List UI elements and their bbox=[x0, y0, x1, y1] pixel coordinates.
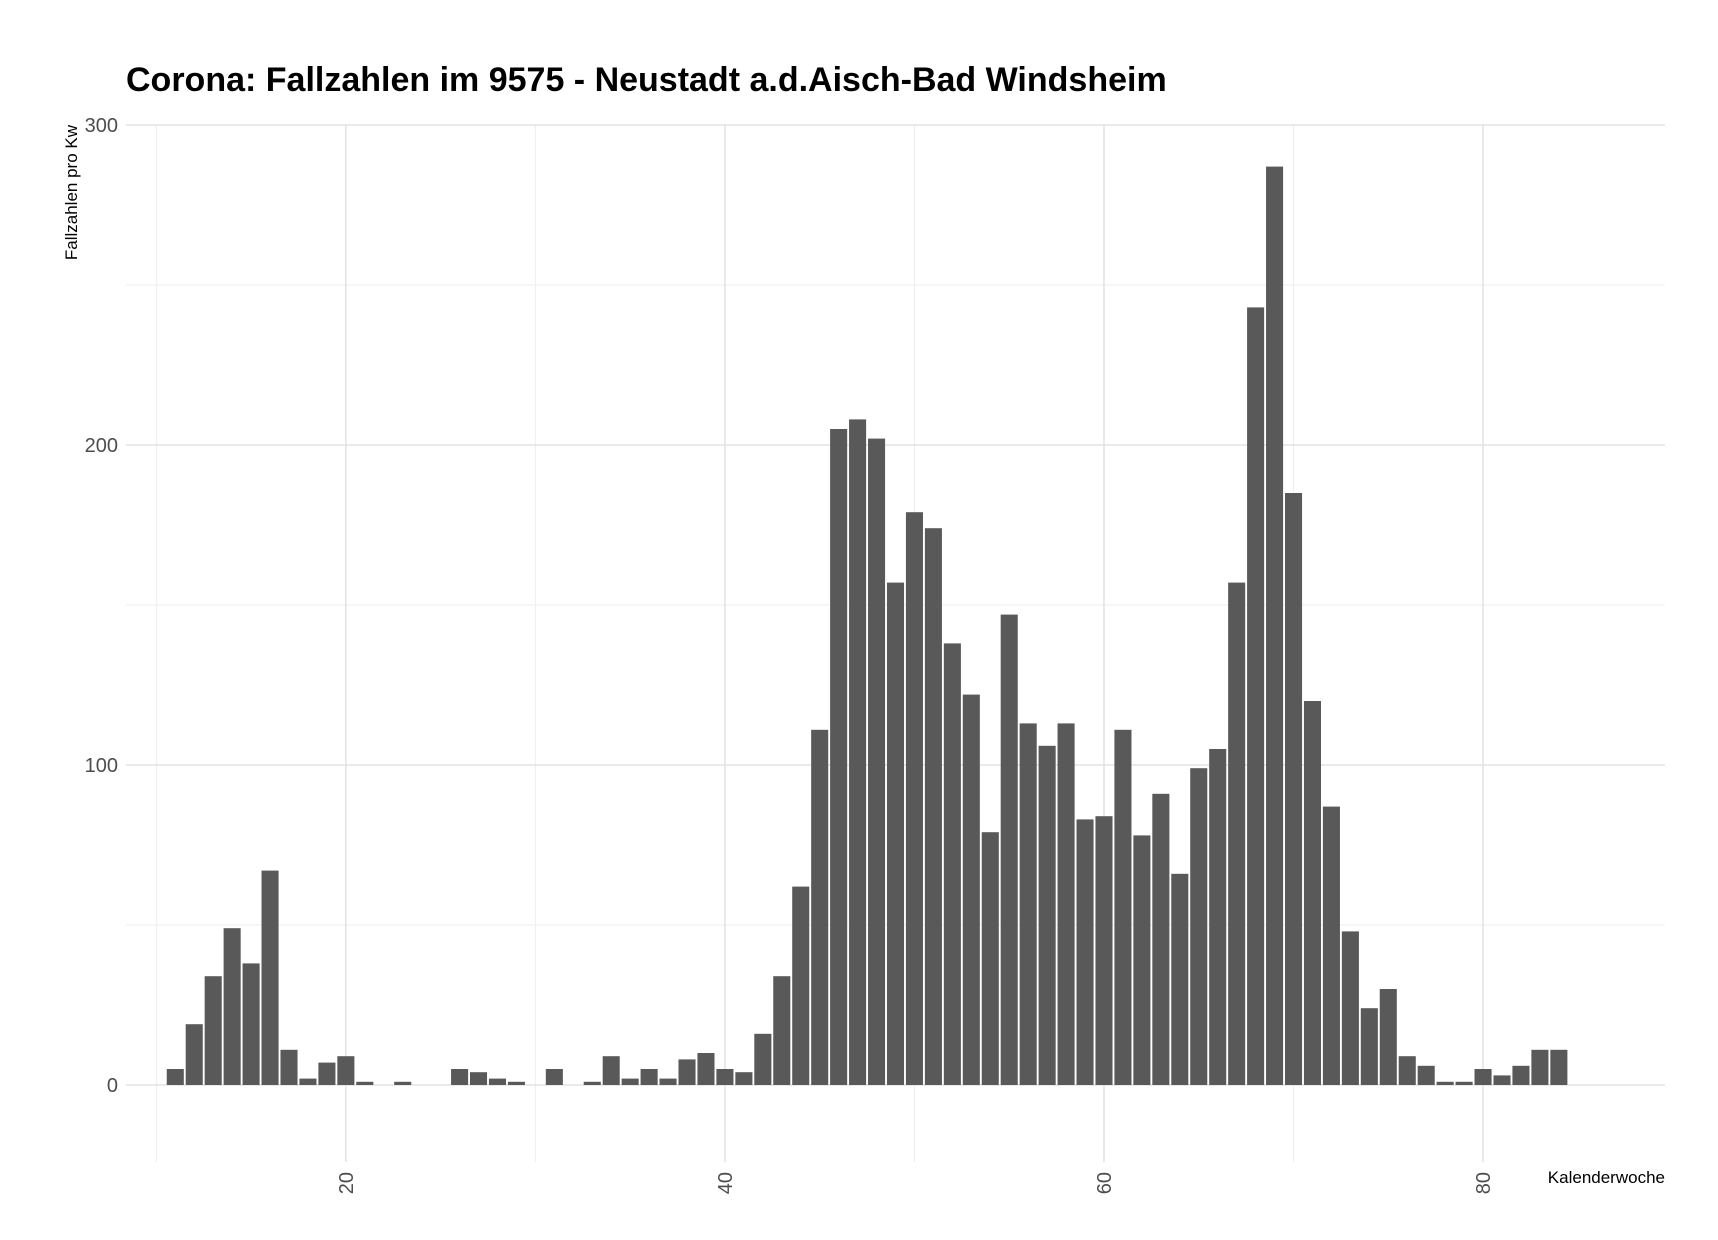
bar-kw-82 bbox=[1512, 1065, 1530, 1085]
x-tick-label: 80 bbox=[1473, 1172, 1495, 1194]
bar-kw-62 bbox=[1133, 835, 1151, 1085]
x-axis-title: Kalenderwoche bbox=[1548, 1168, 1665, 1187]
bar-kw-59 bbox=[1076, 819, 1094, 1085]
bar-kw-71 bbox=[1303, 701, 1321, 1085]
bar-kw-41 bbox=[735, 1072, 753, 1085]
x-axis-ticks: 20 40 60 80 bbox=[336, 1172, 1495, 1194]
bar-kw-16 bbox=[261, 870, 279, 1085]
bar-kw-52 bbox=[943, 643, 961, 1085]
bar-kw-72 bbox=[1322, 806, 1340, 1085]
bar-kw-15 bbox=[242, 963, 260, 1085]
bar-kw-17 bbox=[280, 1049, 298, 1085]
bar-kw-55 bbox=[1000, 614, 1018, 1085]
bar-kw-57 bbox=[1038, 745, 1056, 1085]
bar-kw-35 bbox=[621, 1078, 639, 1085]
bar-kw-54 bbox=[981, 832, 999, 1085]
bar-kw-60 bbox=[1095, 816, 1113, 1085]
chart-title: Corona: Fallzahlen im 9575 - Neustadt a.… bbox=[126, 61, 1167, 99]
bar-kw-14 bbox=[223, 928, 241, 1085]
bar-kw-39 bbox=[697, 1053, 715, 1085]
bar-kw-76 bbox=[1398, 1056, 1416, 1085]
bar-kw-56 bbox=[1019, 723, 1037, 1085]
bar-kw-81 bbox=[1493, 1075, 1511, 1085]
bar-kw-47 bbox=[849, 419, 867, 1085]
bar-kw-53 bbox=[962, 694, 980, 1085]
bar-kw-13 bbox=[204, 976, 222, 1085]
bar-kw-84 bbox=[1550, 1049, 1568, 1085]
bar-kw-20 bbox=[337, 1056, 355, 1085]
bar-kw-80 bbox=[1474, 1069, 1492, 1085]
bar-kw-23 bbox=[394, 1081, 412, 1085]
bar-kw-65 bbox=[1190, 768, 1208, 1085]
bar-kw-19 bbox=[318, 1062, 336, 1085]
bar-kw-73 bbox=[1341, 931, 1359, 1085]
y-tick-label: 300 bbox=[85, 115, 118, 137]
y-tick-label: 100 bbox=[85, 755, 118, 777]
bar-kw-70 bbox=[1284, 493, 1303, 1085]
bar-kw-50 bbox=[905, 512, 923, 1085]
bar-kw-46 bbox=[830, 429, 848, 1085]
bar-kw-37 bbox=[659, 1078, 677, 1085]
bar-kw-43 bbox=[773, 976, 791, 1085]
bar-kw-63 bbox=[1152, 793, 1170, 1085]
bar-kw-31 bbox=[545, 1069, 563, 1085]
bar-kw-68 bbox=[1247, 307, 1265, 1085]
bar-kw-69 bbox=[1266, 166, 1284, 1086]
bar-kw-36 bbox=[640, 1069, 658, 1085]
bar-kw-33 bbox=[583, 1081, 601, 1085]
bar-kw-42 bbox=[754, 1033, 772, 1085]
bar-kw-44 bbox=[792, 886, 810, 1085]
bar-kw-45 bbox=[811, 729, 829, 1085]
y-tick-label: 0 bbox=[107, 1075, 118, 1097]
bar-kw-40 bbox=[716, 1069, 734, 1085]
bar-kw-58 bbox=[1057, 723, 1075, 1085]
bar-kw-64 bbox=[1171, 873, 1189, 1085]
y-tick-label: 200 bbox=[85, 435, 118, 457]
bar-kw-11 bbox=[166, 1069, 184, 1085]
bar-kw-27 bbox=[470, 1072, 488, 1085]
bar-kw-12 bbox=[185, 1024, 203, 1085]
bar-kw-75 bbox=[1379, 989, 1397, 1085]
bar-kw-48 bbox=[868, 438, 886, 1086]
bar-kw-83 bbox=[1531, 1049, 1549, 1085]
y-axis-ticks: 0 100 200 300 bbox=[85, 115, 118, 1097]
bar-kw-67 bbox=[1228, 582, 1246, 1085]
bar-kw-79 bbox=[1455, 1081, 1473, 1085]
bars bbox=[166, 166, 1568, 1086]
x-tick-label: 20 bbox=[336, 1172, 358, 1194]
bar-kw-18 bbox=[299, 1078, 317, 1085]
bar-kw-34 bbox=[602, 1056, 620, 1085]
x-tick-label: 60 bbox=[1094, 1172, 1116, 1194]
bar-kw-21 bbox=[356, 1081, 374, 1085]
y-axis-title: Fallzahlen pro Kw bbox=[62, 124, 81, 260]
x-tick-label: 40 bbox=[715, 1172, 737, 1194]
bar-kw-28 bbox=[488, 1078, 507, 1085]
bar-kw-74 bbox=[1360, 1008, 1378, 1085]
bar-kw-77 bbox=[1417, 1065, 1435, 1085]
bar-kw-26 bbox=[451, 1069, 469, 1085]
bar-kw-66 bbox=[1209, 749, 1227, 1085]
bar-kw-78 bbox=[1436, 1081, 1454, 1085]
bar-kw-38 bbox=[678, 1059, 696, 1085]
bar-kw-51 bbox=[924, 528, 942, 1085]
bar-kw-61 bbox=[1114, 729, 1132, 1085]
bar-kw-49 bbox=[886, 582, 905, 1085]
bar-kw-29 bbox=[507, 1081, 525, 1085]
